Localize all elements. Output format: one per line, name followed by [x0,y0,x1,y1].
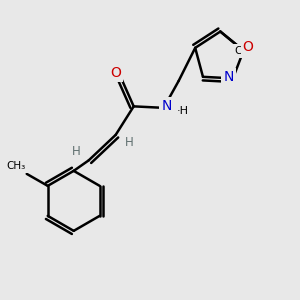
Text: CH₃: CH₃ [7,161,26,171]
Text: H: H [125,136,134,149]
Text: O: O [243,40,254,54]
Text: O: O [110,66,121,80]
Text: H: H [72,145,81,158]
Text: CH₃: CH₃ [235,46,254,56]
Text: N: N [161,99,172,113]
Text: ·H: ·H [176,106,188,116]
Text: N: N [223,70,234,84]
